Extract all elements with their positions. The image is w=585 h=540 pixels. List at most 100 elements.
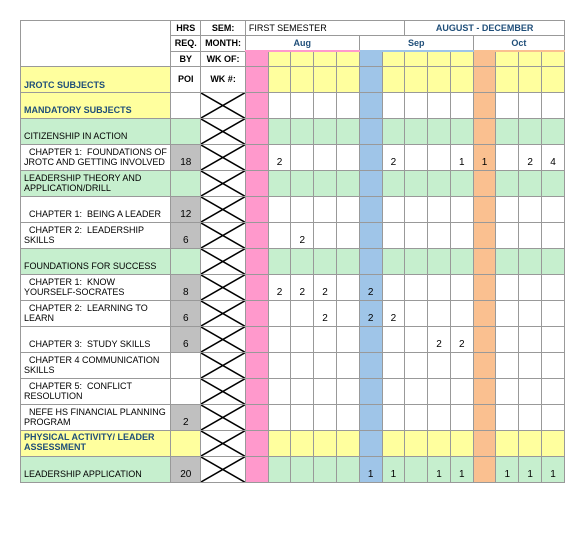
hrs-cell	[171, 118, 201, 144]
week-cell	[542, 300, 565, 326]
week-cell	[473, 118, 496, 144]
week-cell	[314, 118, 337, 144]
week-cell: 2	[314, 274, 337, 300]
hrs-cell	[171, 248, 201, 274]
subject-row-label: FOUNDATIONS FOR SUCCESS	[21, 248, 171, 274]
week-cell	[405, 196, 428, 222]
week-cell	[268, 404, 291, 430]
week-cell: 1	[428, 456, 451, 482]
week-cell	[473, 170, 496, 196]
week-cell	[405, 118, 428, 144]
week-cell	[519, 378, 542, 404]
week-cell	[268, 300, 291, 326]
mandatory-subjects-header: MANDATORY SUBJECTS	[21, 92, 171, 118]
jrotc-subjects-header: JROTC SUBJECTS	[21, 66, 171, 92]
week-cell	[268, 118, 291, 144]
week-cell	[336, 378, 359, 404]
week-cell	[268, 352, 291, 378]
week-cell	[473, 404, 496, 430]
week-cell	[450, 170, 473, 196]
week-cell	[428, 248, 451, 274]
week-cell	[245, 404, 268, 430]
week-cell	[336, 326, 359, 352]
week-cell	[519, 248, 542, 274]
week-cell	[291, 378, 314, 404]
schedule-table: HRSSEM:FIRST SEMESTERAUGUST - DECEMBERRE…	[20, 20, 565, 483]
week-cell: 1	[496, 456, 519, 482]
week-cell	[359, 248, 382, 274]
week-cell	[359, 352, 382, 378]
hrs-cell: 6	[171, 300, 201, 326]
week-cell	[291, 404, 314, 430]
week-cell	[473, 274, 496, 300]
week-cell	[542, 196, 565, 222]
hrs-header: HRS	[171, 21, 201, 36]
week-cell: 1	[382, 456, 405, 482]
week-cell	[382, 404, 405, 430]
week-cell	[359, 404, 382, 430]
week-cell	[542, 118, 565, 144]
week-cell	[519, 196, 542, 222]
week-cell	[450, 378, 473, 404]
week-cell: 1	[473, 144, 496, 170]
week-cell	[473, 378, 496, 404]
week-cell	[542, 170, 565, 196]
week-cell	[268, 170, 291, 196]
week-cell	[496, 274, 519, 300]
week-cell	[382, 118, 405, 144]
week-cell	[542, 222, 565, 248]
week-cell: 2	[428, 326, 451, 352]
week-cell	[314, 144, 337, 170]
subject-row-label: CHAPTER 5: CONFLICT RESOLUTION	[21, 378, 171, 404]
week-cell	[359, 196, 382, 222]
week-cell	[245, 326, 268, 352]
week-cell	[405, 352, 428, 378]
week-cell	[450, 248, 473, 274]
week-cell	[428, 170, 451, 196]
month-aug: Aug	[245, 36, 359, 52]
week-cell	[405, 378, 428, 404]
week-cell	[405, 300, 428, 326]
week-cell	[245, 118, 268, 144]
week-cell	[542, 404, 565, 430]
week-cell	[519, 274, 542, 300]
poi-label: POI	[171, 66, 201, 92]
week-cell	[268, 378, 291, 404]
subject-row-label: CITIZENSHIP IN ACTION	[21, 118, 171, 144]
week-cell	[382, 222, 405, 248]
subject-row-label: LEADERSHIP THEORY AND APPLICATION/DRILL	[21, 170, 171, 196]
week-cell	[245, 144, 268, 170]
week-cell	[542, 274, 565, 300]
week-cell	[314, 456, 337, 482]
week-cell	[314, 378, 337, 404]
week-cell: 1	[450, 144, 473, 170]
week-cell: 2	[314, 300, 337, 326]
week-cell: 4	[542, 144, 565, 170]
week-cell	[245, 222, 268, 248]
subject-row-label: CHAPTER 1: KNOW YOURSELF-SOCRATES	[21, 274, 171, 300]
week-cell	[496, 352, 519, 378]
month-oct: Oct	[473, 36, 564, 52]
week-cell	[382, 352, 405, 378]
week-cell	[428, 300, 451, 326]
week-cell	[473, 222, 496, 248]
week-cell	[405, 274, 428, 300]
week-cell	[336, 118, 359, 144]
sem-header: SEM:	[201, 21, 246, 36]
week-cell	[291, 248, 314, 274]
week-cell	[450, 300, 473, 326]
week-cell	[496, 404, 519, 430]
week-cell	[542, 326, 565, 352]
subject-row-label: CHAPTER 3: STUDY SKILLS	[21, 326, 171, 352]
week-cell	[450, 404, 473, 430]
week-cell	[496, 378, 519, 404]
week-cell	[245, 352, 268, 378]
subject-row-label: LEADERSHIP APPLICATION	[21, 456, 171, 482]
hrs-cell: 6	[171, 326, 201, 352]
week-cell	[336, 274, 359, 300]
week-cell	[473, 456, 496, 482]
week-cell	[496, 144, 519, 170]
week-cell	[450, 118, 473, 144]
week-cell	[268, 456, 291, 482]
week-cell	[405, 326, 428, 352]
